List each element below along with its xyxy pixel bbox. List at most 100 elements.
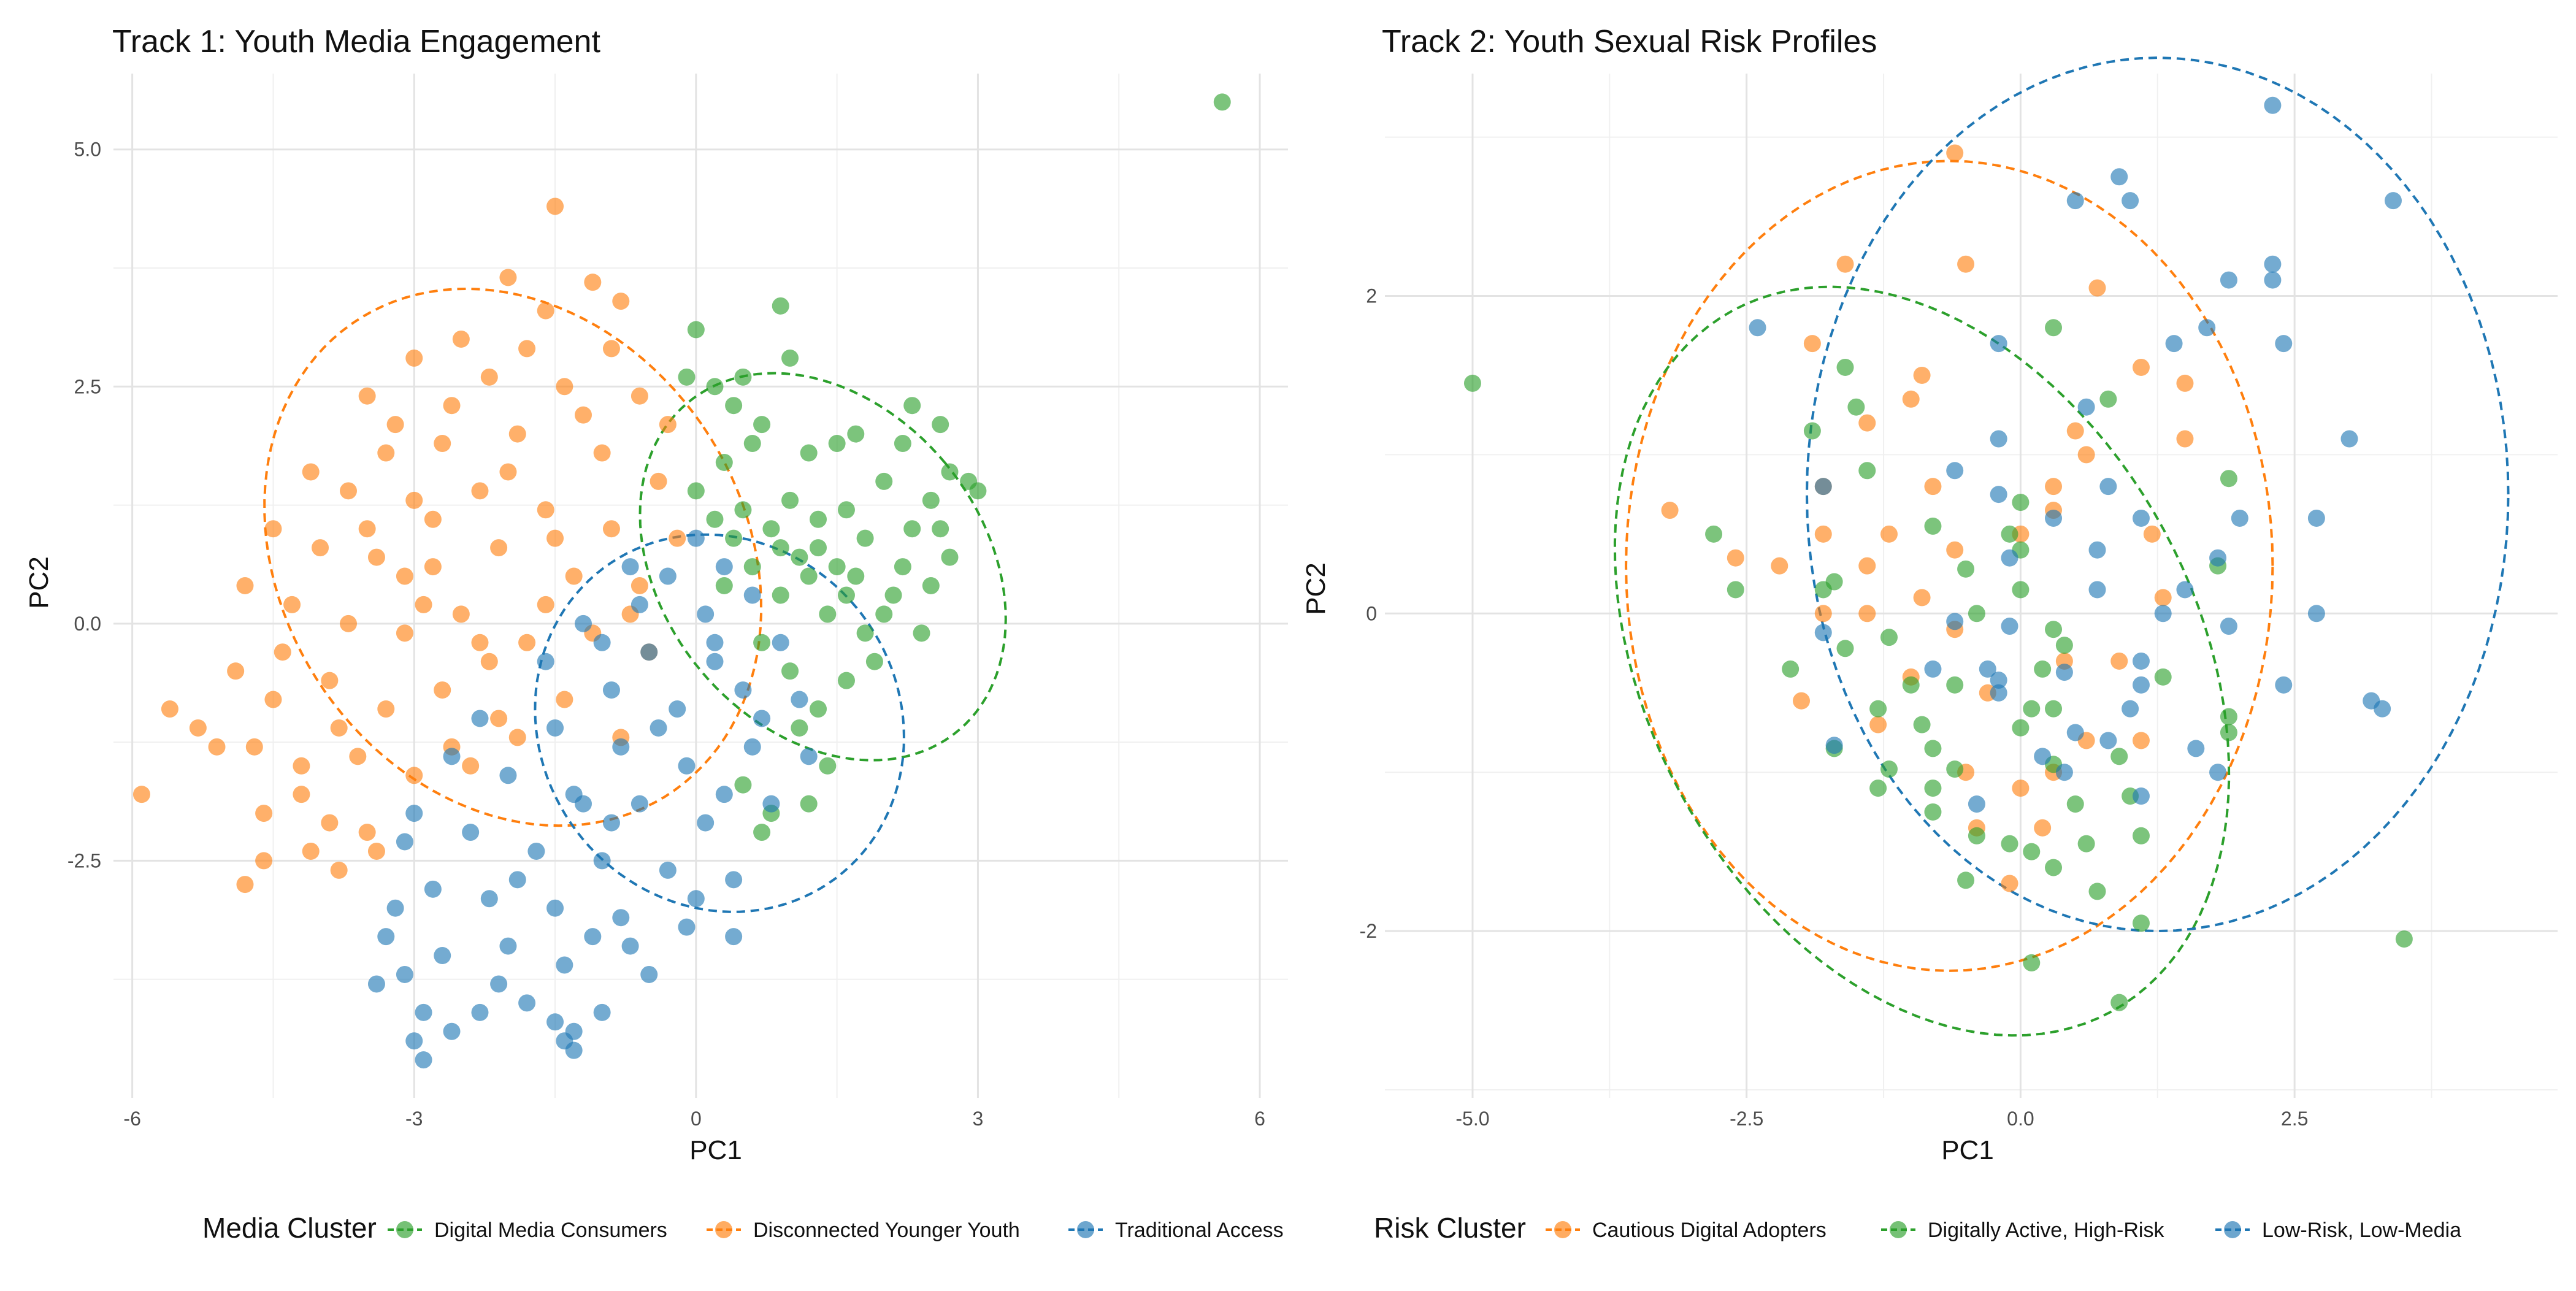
y-tick-label: -2.5 [67, 849, 101, 872]
data-point [687, 529, 705, 547]
data-point [612, 738, 630, 756]
data-point [2045, 478, 2063, 496]
data-point [743, 558, 761, 576]
data-point [1858, 605, 1876, 623]
data-point [462, 757, 480, 775]
data-point [321, 672, 339, 689]
data-point [2176, 430, 2194, 448]
data-point [2176, 374, 2194, 392]
data-point [424, 880, 442, 898]
legend-item: Traditional Access [1068, 1219, 1284, 1242]
data-point [386, 416, 404, 434]
data-point [443, 397, 461, 415]
data-point [2034, 819, 2052, 837]
data-point [706, 653, 724, 670]
legend-items: Digital Media Consumers Disconnected Youn… [388, 1219, 1284, 1242]
data-point [2132, 652, 2150, 670]
data-point [255, 852, 273, 870]
data-point [2154, 668, 2172, 686]
data-point [490, 539, 508, 557]
data-point [810, 510, 827, 528]
data-point [2187, 740, 2205, 757]
data-point [2001, 525, 2018, 543]
data-point [1869, 780, 1887, 797]
data-point [800, 444, 818, 462]
data-point [1803, 422, 1821, 440]
data-point [330, 719, 348, 737]
data-point [2088, 541, 2106, 559]
data-point [340, 615, 357, 632]
data-point [1946, 462, 1964, 480]
legend: Risk Cluster Cautious Digital Adopters Di… [1374, 1212, 2461, 1244]
data-point [1749, 319, 1766, 337]
data-point [358, 824, 376, 841]
data-points [132, 93, 1231, 1069]
data-point [480, 368, 498, 386]
data-point [1836, 640, 1854, 657]
y-tick-label: 2.5 [74, 375, 101, 397]
data-point [575, 795, 592, 813]
data-point [650, 719, 667, 737]
data-point [2012, 780, 2030, 797]
data-point [499, 767, 517, 784]
data-point [443, 748, 461, 765]
data-point [471, 710, 489, 727]
panel-media-engagement: Track 1: Youth Media Engagement -6 -3 0 3 6 … [24, 24, 1288, 1244]
data-point [424, 510, 442, 528]
x-tick-label: -3 [405, 1108, 423, 1130]
data-point [800, 748, 818, 765]
data-point [2001, 549, 2018, 567]
legend-point-key [1890, 1221, 1907, 1238]
data-point [837, 672, 855, 689]
data-point [1869, 716, 1887, 734]
data-point [593, 634, 611, 651]
data-point [537, 596, 554, 613]
data-point [2209, 549, 2227, 567]
data-point [678, 757, 696, 775]
data-point [2122, 192, 2139, 210]
data-point [791, 548, 808, 566]
data-point [847, 567, 865, 585]
data-point [687, 482, 705, 500]
data-point [1946, 541, 1964, 559]
data-point [725, 529, 743, 547]
legend-item: Low-Risk, Low-Media [2215, 1219, 2461, 1242]
data-point [556, 956, 573, 974]
data-point [687, 890, 705, 908]
data-point [293, 786, 310, 803]
data-point [508, 871, 526, 889]
cluster-ellipse [263, 287, 763, 827]
data-point [2012, 581, 2030, 599]
data-point [1836, 255, 1854, 273]
data-point [1990, 486, 2007, 504]
data-point [772, 539, 789, 557]
data-point [743, 586, 761, 604]
data-point [537, 501, 554, 519]
data-point [377, 700, 395, 718]
legend: Media Cluster Digital Media Consumers Dis… [202, 1212, 1284, 1244]
data-point [2077, 446, 2095, 464]
data-point [518, 994, 536, 1012]
data-points [1463, 96, 2413, 1011]
data-point [312, 539, 329, 557]
data-point [2220, 708, 2237, 726]
data-point [302, 842, 320, 860]
data-point [1968, 827, 1985, 845]
data-point [2045, 319, 2063, 337]
data-point [903, 520, 921, 538]
x-tick-label: 0 [691, 1108, 702, 1130]
data-point [2132, 358, 2150, 376]
data-point [386, 899, 404, 917]
legend-title: Media Cluster [202, 1212, 377, 1244]
data-point [2395, 930, 2413, 948]
data-point [443, 1022, 461, 1040]
data-point [1902, 390, 1920, 408]
data-point [1990, 335, 2007, 353]
data-point [556, 691, 573, 708]
data-point [2001, 875, 2018, 892]
data-point [1924, 803, 1942, 821]
data-point [189, 719, 207, 737]
data-point [2143, 525, 2161, 543]
y-tick-labels: -2 0 2 [1360, 285, 1377, 942]
